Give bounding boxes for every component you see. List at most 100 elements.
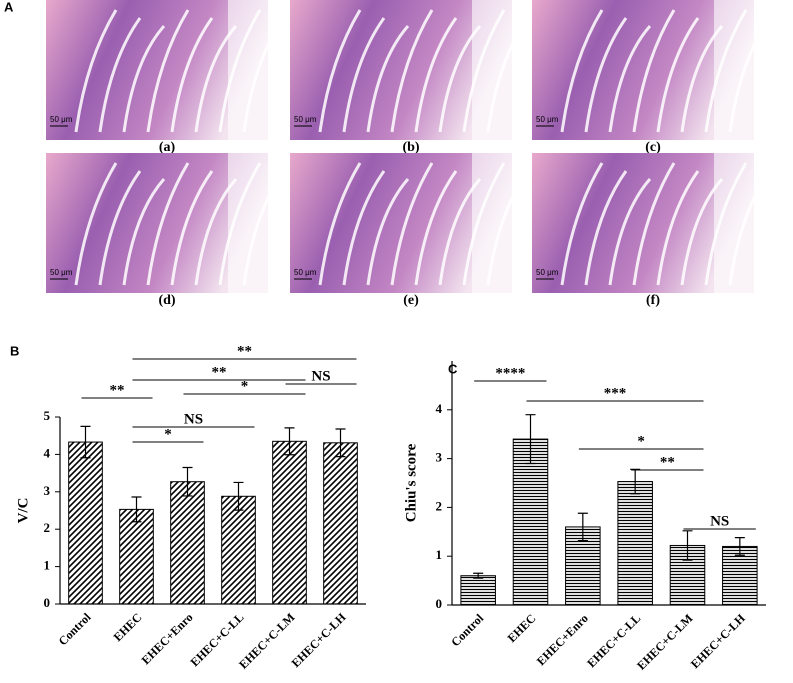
error-bar <box>182 466 193 497</box>
villus-gap <box>656 17 700 133</box>
error-bar <box>577 512 588 542</box>
bar <box>68 441 103 605</box>
significance-label: ** <box>660 454 675 470</box>
image-margin <box>228 153 268 293</box>
villus-gap <box>98 17 142 133</box>
y-tick-label: 4 <box>436 401 443 416</box>
significance-label: NS <box>311 368 330 384</box>
error-bar <box>473 572 484 579</box>
y-tick-label: 1 <box>436 547 443 562</box>
y-axis-label: Chiu's score <box>403 443 419 522</box>
image-margin <box>472 153 512 293</box>
y-tick-label: 2 <box>436 498 443 513</box>
significance-label: ** <box>237 343 252 359</box>
villus-gap <box>390 162 434 286</box>
y-tick-label: 3 <box>436 450 443 465</box>
bar <box>119 508 154 605</box>
y-tick-label: 3 <box>44 483 51 498</box>
significance-label: ** <box>212 364 227 380</box>
scale-bar-label: 50 μm <box>294 115 317 124</box>
scale-bar-label: 50 μm <box>50 268 73 277</box>
villus-gap <box>632 162 676 286</box>
significance-label: NS <box>184 411 203 427</box>
villus-gap <box>366 25 410 133</box>
image-caption: (a) <box>159 140 176 155</box>
significance-label: *** <box>604 385 627 401</box>
y-axis-label: V/C <box>15 498 31 524</box>
image-caption: (b) <box>402 140 419 155</box>
error-bar <box>233 481 244 511</box>
villus-gap <box>632 9 676 133</box>
scale-bar-label: 50 μm <box>536 268 559 277</box>
panel-label: C <box>448 361 458 376</box>
y-tick-label: 5 <box>44 408 51 423</box>
villus-gap <box>608 25 652 133</box>
error-bar <box>525 414 536 465</box>
villus-gap <box>146 162 190 286</box>
error-bar <box>131 496 142 523</box>
panel-label: B <box>10 343 19 358</box>
error-bar <box>284 427 295 456</box>
image-caption: (d) <box>158 293 175 308</box>
villus-gap <box>318 9 362 133</box>
villus-gap <box>560 162 604 286</box>
villus-gap <box>170 17 214 133</box>
x-tick-label: EHEC <box>111 610 145 644</box>
bar <box>221 495 256 605</box>
panel-label: A <box>4 0 14 14</box>
villus-gap <box>146 9 190 133</box>
error-bar <box>80 425 91 459</box>
image-margin <box>472 0 512 140</box>
y-tick-label: 2 <box>44 520 51 535</box>
y-tick-label: 1 <box>44 558 51 573</box>
scale-bar-label: 50 μm <box>50 115 73 124</box>
image-caption: (c) <box>645 140 661 155</box>
scale-bar-label: 50 μm <box>294 268 317 277</box>
image-margin <box>714 0 754 140</box>
significance-label: **** <box>495 365 525 381</box>
y-tick-label: 0 <box>44 595 51 610</box>
villus-gap <box>170 170 214 286</box>
y-tick-label: 0 <box>436 596 443 611</box>
bar <box>170 481 205 605</box>
significance-label: NS <box>710 513 729 529</box>
scale-bar-label: 50 μm <box>536 115 559 124</box>
villus-gap <box>560 9 604 133</box>
bar <box>617 481 653 606</box>
villus-gap <box>390 9 434 133</box>
image-margin <box>714 153 754 293</box>
x-tick-label: EHEC+C-LM <box>634 611 695 672</box>
villus-gap <box>122 25 166 133</box>
bar <box>272 440 307 605</box>
significance-label: * <box>164 426 172 442</box>
significance-label: * <box>241 378 249 394</box>
villus-gap <box>414 170 458 286</box>
bar <box>722 545 758 606</box>
significance-label: ** <box>110 382 125 398</box>
x-tick-label: Control <box>448 611 486 649</box>
villus-gap <box>342 170 386 286</box>
x-tick-label: EHEC <box>505 611 539 645</box>
error-bar <box>630 468 641 495</box>
villus-gap <box>122 178 166 286</box>
villus-gap <box>584 170 628 286</box>
x-tick-label: EHEC+C-LH <box>289 610 349 670</box>
villus-gap <box>74 162 118 286</box>
villus-gap <box>656 170 700 286</box>
error-bar <box>734 537 745 556</box>
villus-gap <box>342 17 386 133</box>
villus-gap <box>584 17 628 133</box>
villus-gap <box>98 170 142 286</box>
x-tick-label: EHEC+Enro <box>534 611 591 668</box>
villus-gap <box>318 162 362 286</box>
villus-gap <box>414 17 458 133</box>
image-caption: (f) <box>646 293 660 308</box>
error-bar <box>335 428 346 458</box>
villus-gap <box>366 178 410 286</box>
error-bar <box>682 530 693 561</box>
bar <box>323 442 358 605</box>
x-tick-label: Control <box>56 610 94 648</box>
image-caption: (e) <box>403 293 419 308</box>
x-tick-label: EHEC+C-LH <box>688 611 748 671</box>
